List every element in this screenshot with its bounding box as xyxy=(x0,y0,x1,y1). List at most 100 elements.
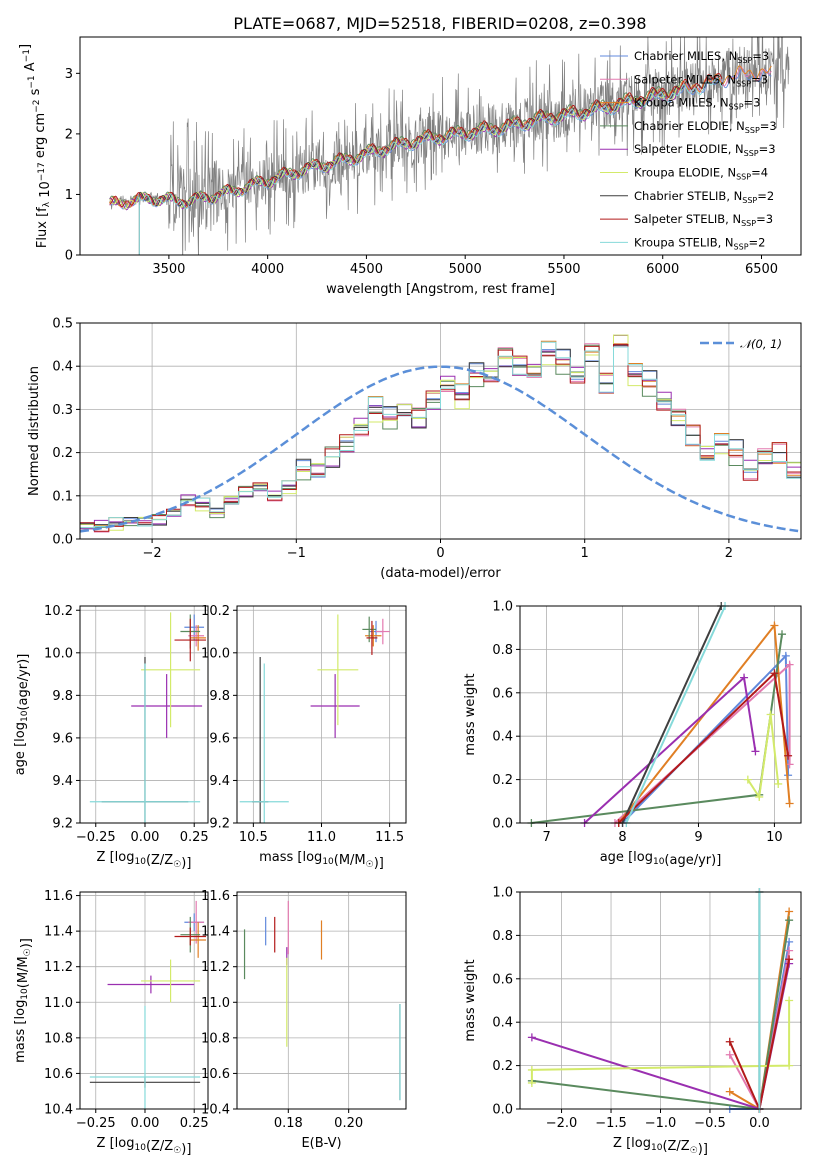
tick-label-y: 10.6 xyxy=(201,1067,230,1082)
tick-label-y: 11.6 xyxy=(201,889,230,904)
tick-label-y: 10.0 xyxy=(201,646,230,661)
weight-marker xyxy=(740,673,749,682)
tick-label-y: 0.2 xyxy=(492,1059,513,1074)
legend-label: Chabrier ELODIE, NSSP=3 xyxy=(634,119,777,135)
age_mass-plot xyxy=(239,614,390,823)
tick-label-y: 0.4 xyxy=(492,730,513,745)
tick-label-y: 0 xyxy=(65,249,73,264)
frame-age_Z xyxy=(79,605,209,824)
tick-label-y: 9.6 xyxy=(209,731,230,746)
tick-label-x: −1.5 xyxy=(595,1116,627,1131)
y-axis-label: mass weight xyxy=(463,673,478,755)
weight-marker xyxy=(785,916,794,925)
x-axis-label: Z [log10(Z/Z☉)] xyxy=(97,850,192,871)
tick-label-y: 0.6 xyxy=(492,972,513,987)
frame-age_mass xyxy=(236,605,407,824)
weight-marker xyxy=(770,669,779,678)
axes-mass_ebv: 0.18 0.20 10.4 10.6 10.8 11.0 11.2 11.4 11.6 E(B-… xyxy=(201,889,406,1151)
frame-weight_age xyxy=(519,605,802,824)
legend-label: Kroupa MILES, NSSP=3 xyxy=(634,96,760,112)
legend-label: Kroupa STELIB, NSSP=2 xyxy=(634,235,765,251)
histogram-plot xyxy=(80,334,801,533)
x-axis-label: mass [log10(M/M☉)] xyxy=(259,850,384,871)
weight-marker xyxy=(785,946,794,955)
weight-marker xyxy=(770,621,779,630)
tick-label-x: 0.18 xyxy=(274,1116,303,1131)
tick-label-y: 9.4 xyxy=(209,774,230,789)
tick-label-y: 0.4 xyxy=(52,360,73,375)
tick-label-x: 0.25 xyxy=(180,1116,209,1131)
y-axis-label: age [log10(age/yr)] xyxy=(13,654,31,776)
histogram-step-line xyxy=(80,343,801,532)
tick-label-y: 0.2 xyxy=(492,773,513,788)
tick-label-y: 10.8 xyxy=(201,1031,230,1046)
tick-label-y: 11.4 xyxy=(201,925,230,940)
weight-marker xyxy=(774,779,783,788)
model-spectrum-line xyxy=(109,85,683,210)
frame-spectrum xyxy=(79,36,802,256)
mass_Z-plot xyxy=(89,900,207,1109)
tick-label-y: 1.0 xyxy=(492,600,513,615)
tick-label-x: 2 xyxy=(725,546,733,561)
model-spectrum-line xyxy=(109,86,683,211)
legend-label: Kroupa ELODIE, NSSP=4 xyxy=(634,166,768,182)
tick-label-y: 11.6 xyxy=(44,889,73,904)
axes-weight_age: 7 8 9 10 0.0 0.2 0.4 0.6 0.8 1.0 age [log10(age/yr… xyxy=(463,600,801,868)
legend-label: Salpeter MILES, NSSP=3 xyxy=(634,72,768,88)
weight-marker xyxy=(785,660,794,669)
tick-label-x: 0.25 xyxy=(180,830,209,845)
axes-spectrum: 3500 4000 4500 5000 5500 6000 6500 0 1 2 3 waveleng… xyxy=(18,44,778,297)
tick-label-y: 10.8 xyxy=(44,1031,73,1046)
weight-marker xyxy=(785,996,794,1005)
weight-marker xyxy=(725,1037,734,1046)
tick-label-y: 2 xyxy=(65,127,73,142)
y-axis-label: Normed distribution xyxy=(27,366,42,496)
histogram-step-line xyxy=(80,341,801,529)
tick-label-x: 4500 xyxy=(350,262,383,277)
weight-marker xyxy=(785,1061,794,1070)
tick-label-y: 11.0 xyxy=(201,996,230,1011)
weight-marker xyxy=(743,775,752,784)
tick-label-x: 7 xyxy=(542,830,550,845)
y-axis-label: mass [log10(M/M☉)] xyxy=(13,938,34,1063)
tick-label-y: 0.8 xyxy=(492,929,513,944)
tick-label-x: 0.0 xyxy=(749,1116,770,1131)
weight-line xyxy=(746,714,780,800)
weight-line xyxy=(621,605,723,824)
legend-label: Salpeter ELODIE, NSSP=3 xyxy=(634,142,776,158)
x-axis-label: E(B-V) xyxy=(301,1136,341,1151)
weight-marker xyxy=(785,799,794,808)
tick-label-y: 9.2 xyxy=(209,817,230,832)
tick-label-y: 9.8 xyxy=(209,689,230,704)
legend-label: Salpeter STELIB, NSSP=3 xyxy=(634,212,773,228)
axes-weight_Z: −2.0 −1.5 −1.0 −0.5 0.0 0.0 0.2 0.4 0.6 0.8 1.0 Z [… xyxy=(463,886,801,1157)
tick-label-y: 1 xyxy=(65,188,73,203)
weight-line xyxy=(625,605,727,824)
weight-marker xyxy=(766,710,775,719)
tick-label-x: 5500 xyxy=(547,262,580,277)
tick-label-x: 0 xyxy=(436,546,444,561)
tick-label-y: 0.2 xyxy=(52,446,73,461)
x-axis-label: age [log10(age/yr)] xyxy=(600,850,722,868)
tick-label-x: 11.0 xyxy=(307,830,336,845)
tick-label-y: 11.4 xyxy=(44,925,73,940)
tick-label-y: 10.4 xyxy=(44,1103,73,1118)
tick-label-y: 0.4 xyxy=(492,1016,513,1031)
tick-label-y: 0.0 xyxy=(492,817,513,832)
weight_age-plot xyxy=(527,602,794,827)
tick-label-x: 8 xyxy=(618,830,626,845)
tick-label-y: 9.4 xyxy=(52,774,73,789)
legend-label: 𝒩(0, 1) xyxy=(740,337,782,351)
weight-marker xyxy=(755,792,764,801)
tick-label-y: 9.8 xyxy=(52,689,73,704)
weight-marker xyxy=(527,1033,536,1042)
weight-line xyxy=(583,675,757,824)
tick-label-x: −1.0 xyxy=(645,1116,677,1131)
tick-label-x: 6000 xyxy=(646,262,679,277)
tick-label-y: 0.3 xyxy=(52,403,73,418)
weight-line xyxy=(530,1000,791,1083)
tick-label-x: 11.5 xyxy=(375,830,404,845)
tick-label-y: 10.2 xyxy=(44,604,73,619)
axes-age_mass: 10.5 11.0 11.5 9.2 9.4 9.6 9.8 10.0 10.2 mass [lo… xyxy=(201,604,406,871)
